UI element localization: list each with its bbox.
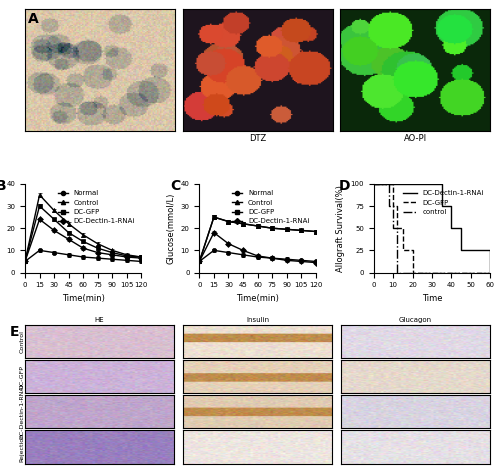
Title: Glucagon: Glucagon [399,317,432,323]
Title: HE: HE [94,317,104,323]
Text: D: D [339,179,350,193]
Y-axis label: DC-GFP: DC-GFP [20,365,24,389]
Legend: Normal, Control, DC-GFP, DC-Dectin-1-RNAi: Normal, Control, DC-GFP, DC-Dectin-1-RNA… [230,187,312,227]
X-axis label: Time: Time [422,294,442,303]
Y-axis label: Rejection: Rejection [20,432,24,462]
X-axis label: Time(min): Time(min) [236,294,279,303]
X-axis label: DTZ: DTZ [249,134,266,143]
Y-axis label: Allograft Survival(%): Allograft Survival(%) [336,185,345,272]
Y-axis label: Glucose(mmol/L): Glucose(mmol/L) [166,193,175,264]
Legend: Normal, Control, DC-GFP, DC-Dectin-1-RNAi: Normal, Control, DC-GFP, DC-Dectin-1-RNA… [55,187,138,227]
Title: Insulin: Insulin [246,317,269,323]
X-axis label: Time(min): Time(min) [62,294,104,303]
Y-axis label: Control: Control [20,330,24,353]
Text: E: E [10,325,20,339]
Text: C: C [170,179,180,193]
Text: A: A [28,12,39,26]
Text: B: B [0,179,6,193]
X-axis label: AO-PI: AO-PI [404,134,426,143]
Y-axis label: DC-Dectin-1-RNAi: DC-Dectin-1-RNAi [20,384,24,439]
Legend: DC-Dectin-1-RNAi, DC-GFP, control: DC-Dectin-1-RNAi, DC-GFP, control [400,187,486,218]
